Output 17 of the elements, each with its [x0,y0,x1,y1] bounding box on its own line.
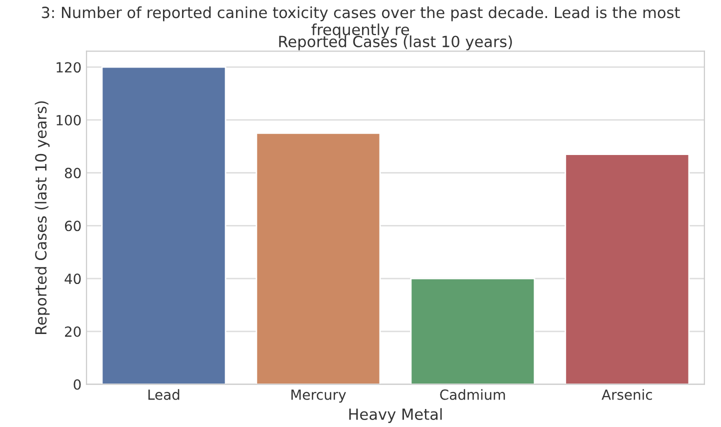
y-tick-label: 20 [65,326,81,337]
bar [410,278,536,384]
bar [101,66,226,384]
x-tick-label: Lead [148,389,180,400]
y-tick-label: 80 [64,168,81,178]
x-tick-label: Mercury [291,390,346,403]
y-tick-label: 60 [64,220,81,232]
x-axis-title: Heavy Metal [349,408,442,423]
bar [256,132,381,384]
y-tick-label: 0 [74,379,81,390]
y-tick-label: 100 [56,114,81,126]
y-tick-label: 40 [64,274,81,284]
x-tick-label: Cadmium [440,389,505,400]
y-tick-label: 120 [56,62,81,73]
y-axis-title: Reported Cases (last 10 years) [34,101,50,334]
x-tick-label: Arsenic [602,389,652,400]
bar [564,154,690,384]
